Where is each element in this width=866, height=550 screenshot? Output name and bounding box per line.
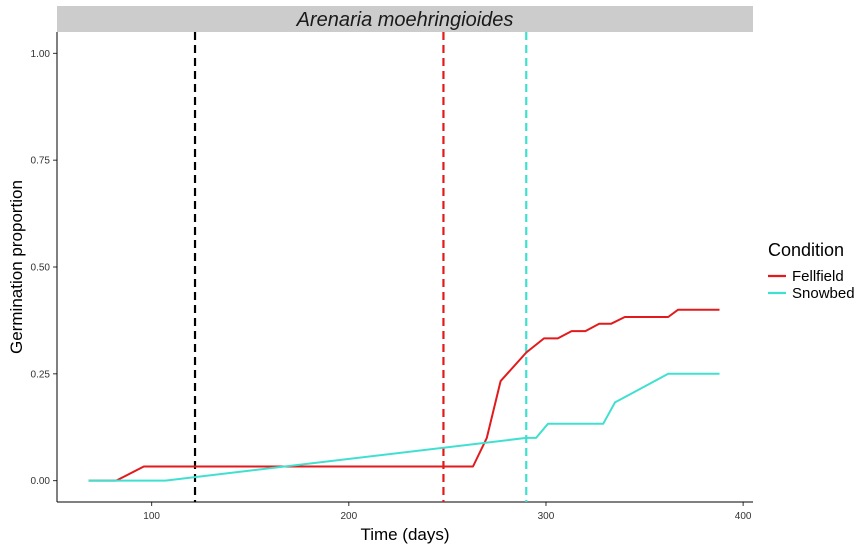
legend-title: Condition [768,240,844,260]
y-tick-label: 1.00 [31,49,51,60]
y-tick-label: 0.00 [31,476,51,487]
y-axis: 0.00 0.25 0.50 0.75 1.00 [31,49,57,487]
chart-title: Arenaria moehringioides [296,9,514,31]
x-tick-label: 100 [143,511,160,522]
x-tick-label: 200 [340,511,357,522]
series-line-fellfield [88,308,720,482]
x-tick-label: 400 [735,511,752,522]
facet-strip [57,6,753,32]
x-tick-label: 300 [538,511,555,522]
series-line-snowbed [88,372,720,482]
legend-label: Fellfield [792,268,844,285]
x-axis-title: Time (days) [360,525,449,544]
reference-lines [193,32,528,502]
y-tick-label: 0.25 [31,369,51,380]
y-tick-label: 0.75 [31,156,51,167]
y-tick-label: 0.50 [31,263,51,274]
y-axis-title: Germination proportion [7,180,26,354]
legend-label: Snowbed [792,285,855,302]
x-axis: 100 200 300 400 [143,502,752,522]
series-lines [88,308,720,482]
